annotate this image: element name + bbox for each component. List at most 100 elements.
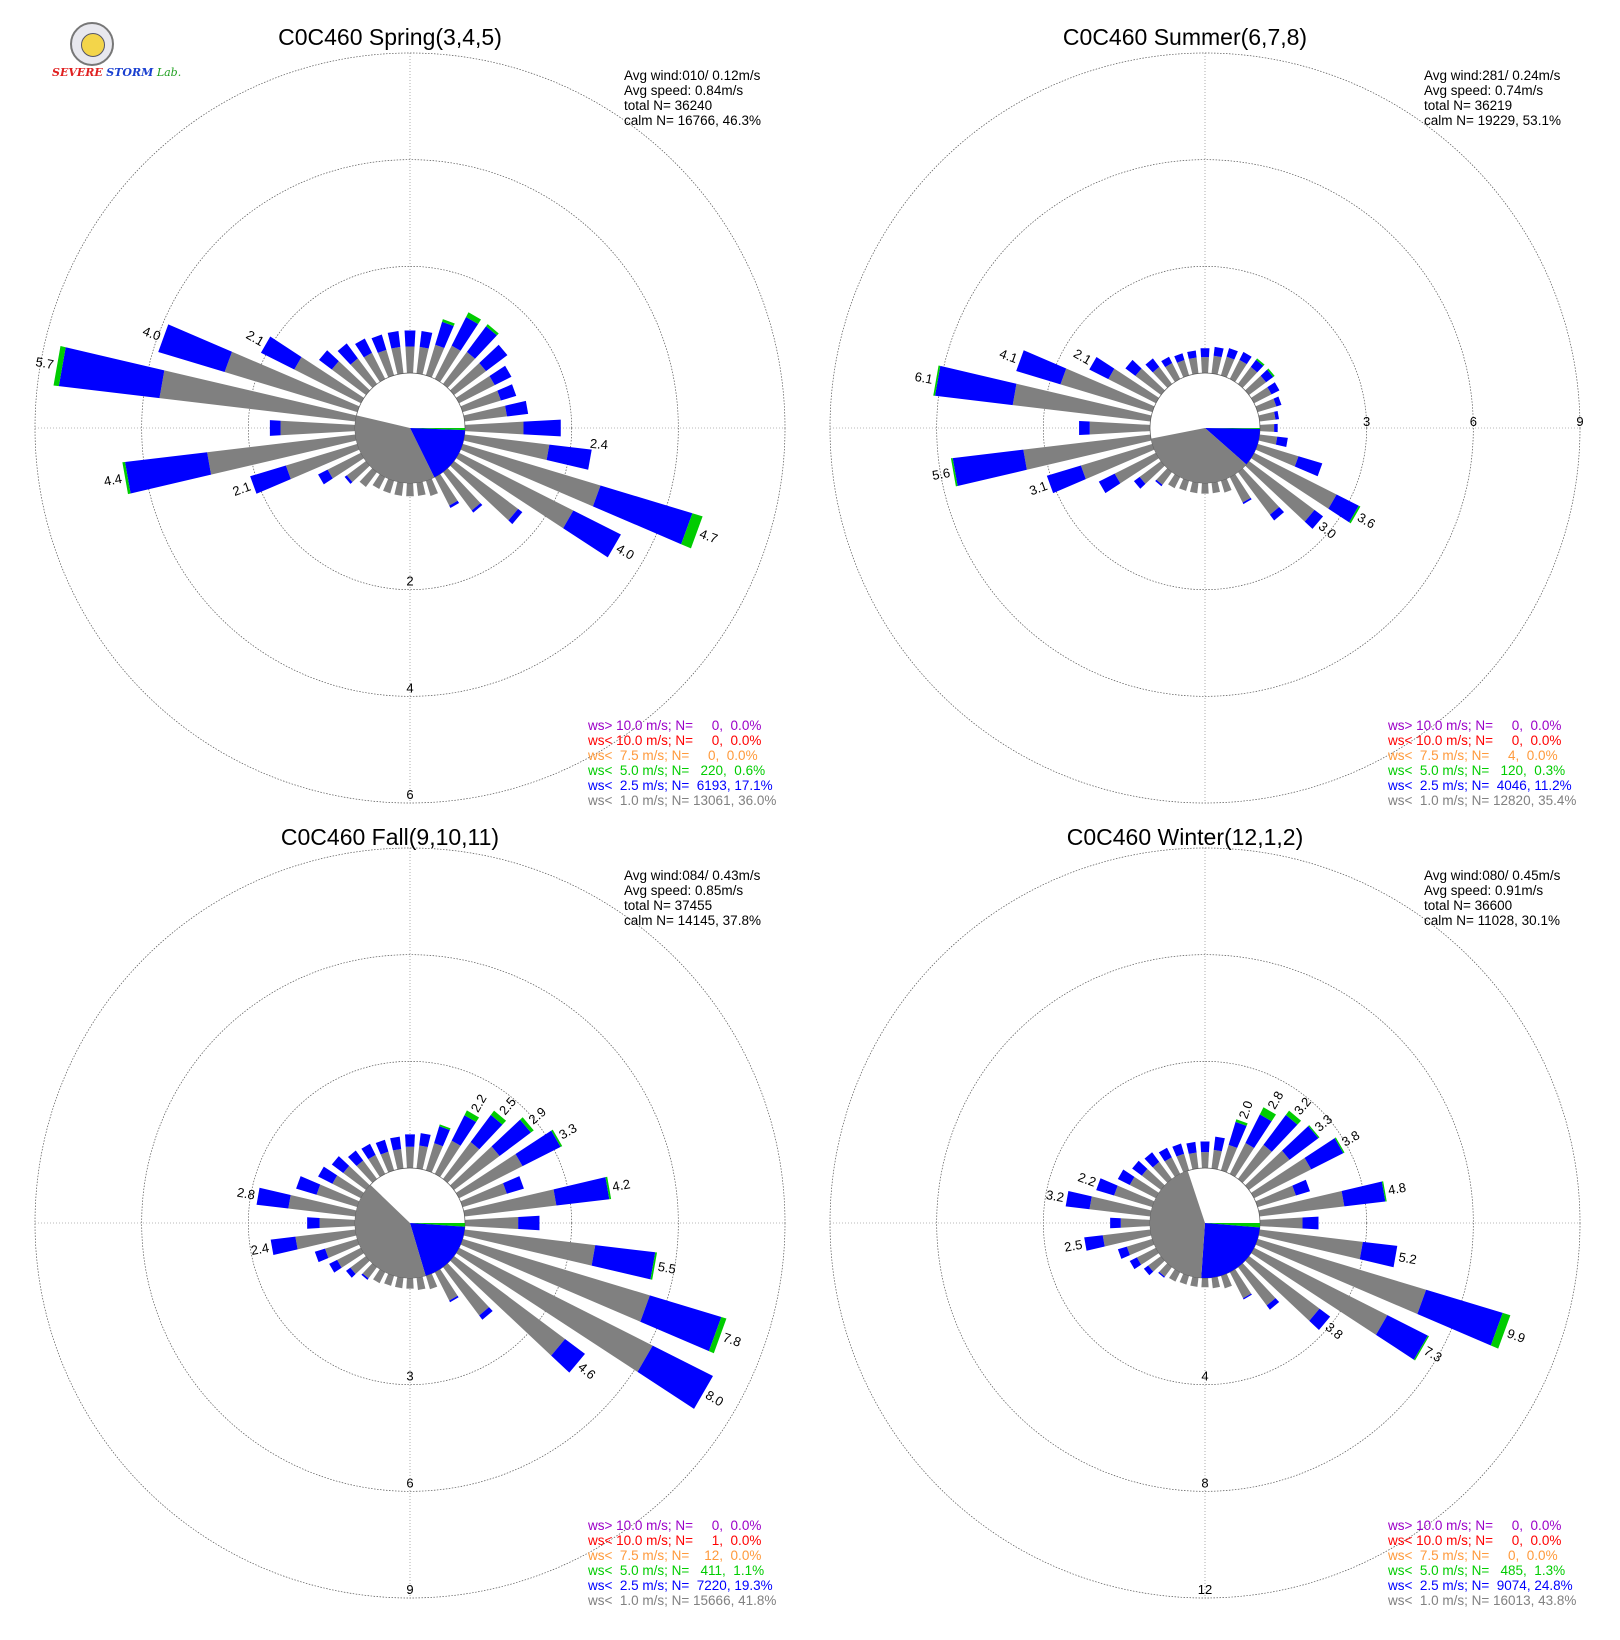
bar-blue	[435, 321, 454, 349]
bar-grey	[442, 351, 476, 388]
bar-blue	[375, 1139, 389, 1155]
bar-grey	[425, 1143, 443, 1173]
bar-label: 3.6	[1355, 510, 1378, 532]
ring-label: 6	[406, 1475, 413, 1490]
ring-label: 4	[406, 680, 413, 695]
bar-label: 4.8	[1387, 1180, 1407, 1198]
bar-blue	[1213, 346, 1224, 358]
bar-grey	[450, 362, 487, 396]
bar-green	[1259, 1107, 1277, 1122]
bar-grey	[356, 1160, 378, 1183]
bar-blue	[1158, 1147, 1172, 1162]
bar-grey	[434, 1269, 458, 1301]
bar-label: 4.0	[141, 323, 163, 343]
bar-blue	[419, 1133, 431, 1147]
bar-grey	[1255, 443, 1299, 467]
bar-label: 2.2	[468, 1092, 490, 1115]
ring-label: 3	[1363, 414, 1370, 429]
bar-label: 7.8	[721, 1330, 743, 1350]
bar-grey	[331, 361, 370, 396]
bar-grey	[1251, 387, 1272, 404]
bar-grey	[1126, 1238, 1155, 1256]
bar-grey	[1190, 481, 1199, 494]
seal-icon	[70, 22, 114, 66]
legend-entry: ws< 10.0 m/s; N= 1, 0.0%	[587, 1533, 761, 1548]
bar-grey	[1211, 481, 1220, 494]
bar-grey	[373, 1269, 386, 1284]
stats-line: total N= 36600	[1424, 898, 1512, 913]
legend-entry: ws< 7.5 m/s; N= 12, 0.0%	[587, 1548, 761, 1563]
bar-blue	[505, 400, 529, 417]
bar-blue	[1263, 1114, 1298, 1152]
legend-entry: ws< 2.5 m/s; N= 9074, 24.8%	[1387, 1578, 1573, 1593]
bar-grey	[405, 346, 415, 374]
ring-label: 2	[406, 574, 413, 589]
bar-grey	[425, 1273, 438, 1290]
bar-grey	[460, 1238, 650, 1322]
bar-blue	[1158, 1271, 1165, 1278]
bar-blue	[1242, 497, 1252, 505]
ring	[247, 265, 573, 591]
ring-label: 6	[406, 787, 413, 802]
bar-green	[933, 365, 941, 396]
bar-grey	[332, 1175, 364, 1199]
bar-grey	[463, 1189, 557, 1217]
bar-grey	[325, 1238, 360, 1258]
bar-grey	[1258, 1190, 1345, 1217]
bar-blue	[1266, 1298, 1280, 1310]
ring	[936, 954, 1474, 1492]
bar-blue	[471, 503, 483, 513]
bar-grey	[363, 352, 386, 382]
bar-blue	[1341, 1181, 1386, 1207]
legend-entry: ws< 5.0 m/s; N= 220, 0.6%	[587, 763, 765, 778]
legend-entry: ws> 10.0 m/s; N= 0, 0.0%	[1387, 718, 1561, 733]
ring-label: 3	[406, 1369, 413, 1384]
bar-grey	[1156, 468, 1173, 485]
bar-blue	[329, 1259, 342, 1273]
bar-grey	[1188, 1152, 1199, 1170]
bar-grey	[456, 1247, 653, 1372]
bar-blue	[592, 485, 693, 545]
bar-grey	[1179, 478, 1190, 491]
bar-green	[1413, 1335, 1430, 1361]
bar-grey	[1141, 1168, 1165, 1191]
bar-grey	[1251, 1247, 1388, 1335]
bar-label: 5.5	[657, 1259, 677, 1277]
ring	[1042, 265, 1368, 591]
bar-grey	[1089, 421, 1151, 435]
bar-blue	[355, 338, 372, 358]
bar-grey	[350, 358, 378, 388]
bar-grey	[464, 421, 524, 435]
bar-label: 4.1	[998, 346, 1020, 366]
bar-grey	[1159, 1263, 1173, 1277]
bar-grey	[442, 1141, 480, 1183]
bar-grey	[395, 1276, 404, 1289]
ring-label: 9	[1576, 414, 1583, 429]
ring-label: 8	[1201, 1475, 1208, 1490]
bar-blue	[591, 1245, 656, 1280]
bar-label: 2.1	[231, 479, 253, 499]
bar-blue	[318, 469, 333, 485]
bar-grey	[416, 481, 426, 496]
bar-grey	[1211, 1276, 1220, 1289]
bar-green	[1334, 1137, 1345, 1154]
bar-grey	[425, 344, 445, 378]
bar-grey	[288, 1195, 357, 1217]
bar-grey	[442, 468, 481, 511]
bar-blue	[489, 365, 512, 386]
legend-entry: ws< 5.0 m/s; N= 485, 1.3%	[1387, 1563, 1565, 1578]
bar-green	[1308, 1125, 1320, 1139]
bar-grey	[434, 474, 458, 506]
bar-blue	[1200, 348, 1210, 358]
panel-title: C0C460 Winter(12,1,2)	[1067, 824, 1304, 850]
bar-blue	[479, 1307, 493, 1320]
bar-label: 2.1	[1071, 346, 1094, 368]
bar-blue	[256, 1187, 291, 1209]
bar-blue	[371, 334, 387, 353]
bar-grey	[1165, 363, 1181, 382]
bar-grey	[224, 351, 360, 413]
legend-entry: ws> 10.0 m/s; N= 0, 0.0%	[587, 718, 761, 733]
bar-blue	[1096, 1178, 1118, 1196]
bar-green	[1490, 1312, 1511, 1349]
bar-blue	[1282, 1126, 1319, 1160]
